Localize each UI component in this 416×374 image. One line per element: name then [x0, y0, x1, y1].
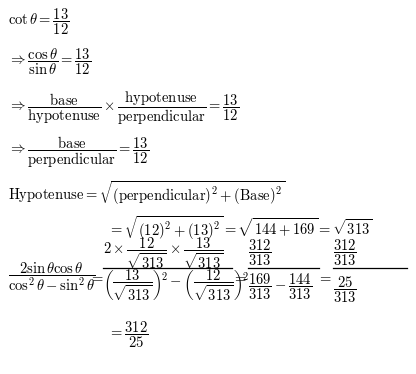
Text: $= \dfrac{312}{25}$: $= \dfrac{312}{25}$ — [108, 320, 149, 350]
Text: $\dfrac{169}{313} - \dfrac{144}{313}$: $\dfrac{169}{313} - \dfrac{144}{313}$ — [248, 272, 312, 302]
Text: $\Rightarrow \dfrac{\mathrm{base}}{\mathrm{perpendicular}} = \dfrac{13}{12}$: $\Rightarrow \dfrac{\mathrm{base}}{\math… — [8, 134, 149, 170]
Text: $\dfrac{312}{313}$: $\dfrac{312}{313}$ — [248, 238, 272, 268]
Text: $\dfrac{312}{313}$: $\dfrac{312}{313}$ — [333, 238, 357, 268]
Text: $\left(\dfrac{13}{\sqrt{313}}\right)^{\!2} - \left(\dfrac{12}{\sqrt{313}}\right): $\left(\dfrac{13}{\sqrt{313}}\right)^{\!… — [103, 267, 249, 303]
Text: $= \sqrt{(12)^2 + (13)^2} = \sqrt{144 + 169} = \sqrt{313}$: $= \sqrt{(12)^2 + (13)^2} = \sqrt{144 + … — [108, 214, 373, 242]
Text: $=$: $=$ — [233, 270, 248, 285]
Text: $\Rightarrow \dfrac{\mathrm{base}}{\mathrm{hypotenuse}} \times \dfrac{\mathrm{hy: $\Rightarrow \dfrac{\mathrm{base}}{\math… — [8, 89, 239, 127]
Text: $=$: $=$ — [89, 270, 104, 285]
Text: $\cot\theta = \dfrac{13}{12}$: $\cot\theta = \dfrac{13}{12}$ — [8, 7, 69, 37]
Text: $2 \times \dfrac{12}{\sqrt{313}} \times \dfrac{13}{\sqrt{313}}$: $2 \times \dfrac{12}{\sqrt{313}} \times … — [103, 235, 223, 271]
Text: $\dfrac{2\sin\theta\cos\theta}{\cos^2\theta - \sin^2\theta}$: $\dfrac{2\sin\theta\cos\theta}{\cos^2\th… — [8, 261, 95, 294]
Text: $\mathrm{Hypotenuse} = \sqrt{(\mathrm{perpendicular})^2 + (\mathrm{Base})^2}$: $\mathrm{Hypotenuse} = \sqrt{(\mathrm{pe… — [8, 179, 285, 207]
Text: $\dfrac{25}{313}$: $\dfrac{25}{313}$ — [333, 275, 357, 305]
Text: $\Rightarrow \dfrac{\cos\theta}{\sin\theta} = \dfrac{13}{12}$: $\Rightarrow \dfrac{\cos\theta}{\sin\the… — [8, 47, 91, 77]
Text: $=$: $=$ — [317, 270, 332, 285]
